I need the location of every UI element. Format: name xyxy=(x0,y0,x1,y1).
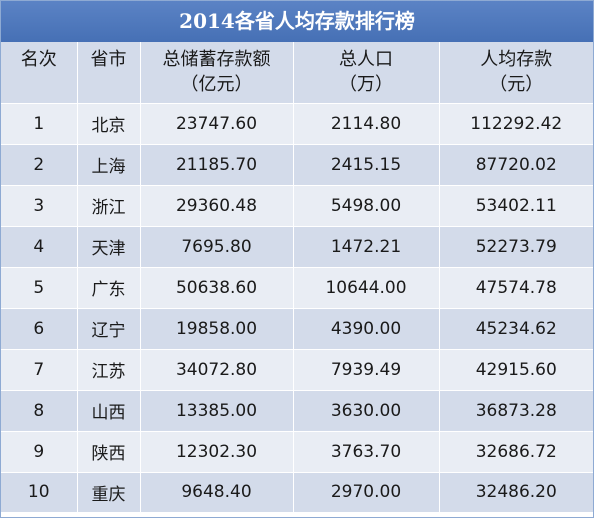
cell-rank: 4 xyxy=(1,225,78,267)
cell-per-capita: 87720.02 xyxy=(439,143,593,185)
header-per-capita-unit: （元） xyxy=(489,74,544,95)
cell-rank: 6 xyxy=(1,307,78,349)
header-rank-label: 名次 xyxy=(20,49,57,70)
cell-region: 辽宁 xyxy=(77,307,141,349)
cell-total-deposits: 9648.40 xyxy=(140,471,294,512)
header-total-deposits: 总储蓄存款额 （亿元） xyxy=(140,42,294,103)
ranking-table: 名次 省市 总储蓄存款额 （亿元） 总人口 （万） 人均存款 （元） 1 北 xyxy=(1,42,593,512)
cell-per-capita: 42915.60 xyxy=(439,348,593,390)
cell-region: 北京 xyxy=(77,102,141,144)
cell-region: 广东 xyxy=(77,266,141,308)
table-title: 2014各省人均存款排行榜 xyxy=(1,1,593,42)
cell-total-deposits: 7695.80 xyxy=(140,225,294,267)
cell-region: 浙江 xyxy=(77,184,141,226)
cell-population: 3763.70 xyxy=(293,430,440,472)
cell-population: 10644.00 xyxy=(293,266,440,308)
cell-population: 1472.21 xyxy=(293,225,440,267)
header-total-deposits-label: 总储蓄存款额 xyxy=(162,49,271,70)
cell-rank: 8 xyxy=(1,389,78,431)
header-per-capita: 人均存款 （元） xyxy=(439,42,593,103)
table-row: 6 辽宁 19858.00 4390.00 45234.62 xyxy=(1,307,593,349)
cell-per-capita: 47574.78 xyxy=(439,266,593,308)
cell-region: 陕西 xyxy=(77,430,141,472)
cell-population: 7939.49 xyxy=(293,348,440,390)
cell-rank: 1 xyxy=(1,102,78,144)
table-row: 1 北京 23747.60 2114.80 112292.42 xyxy=(1,102,593,144)
cell-total-deposits: 21185.70 xyxy=(140,143,294,185)
table-header: 名次 省市 总储蓄存款额 （亿元） 总人口 （万） 人均存款 （元） xyxy=(1,42,593,103)
header-population: 总人口 （万） xyxy=(293,42,440,103)
header-region: 省市 xyxy=(77,42,141,103)
cell-rank: 2 xyxy=(1,143,78,185)
cell-total-deposits: 34072.80 xyxy=(140,348,294,390)
table-row: 9 陕西 12302.30 3763.70 32686.72 xyxy=(1,430,593,472)
header-region-label: 省市 xyxy=(90,49,127,70)
cell-total-deposits: 23747.60 xyxy=(140,102,294,144)
cell-population: 3630.00 xyxy=(293,389,440,431)
cell-total-deposits: 29360.48 xyxy=(140,184,294,226)
header-total-deposits-unit: （亿元） xyxy=(180,74,253,95)
cell-region: 重庆 xyxy=(77,471,141,512)
cell-population: 2114.80 xyxy=(293,102,440,144)
cell-rank: 3 xyxy=(1,184,78,226)
cell-rank: 7 xyxy=(1,348,78,390)
table-body: 1 北京 23747.60 2114.80 112292.42 2 上海 211… xyxy=(1,102,593,512)
cell-rank: 10 xyxy=(1,471,78,512)
cell-population: 2970.00 xyxy=(293,471,440,512)
cell-region: 天津 xyxy=(77,225,141,267)
cell-per-capita: 32486.20 xyxy=(439,471,593,512)
cell-rank: 9 xyxy=(1,430,78,472)
header-row: 名次 省市 总储蓄存款额 （亿元） 总人口 （万） 人均存款 （元） xyxy=(1,42,593,103)
table-row: 5 广东 50638.60 10644.00 47574.78 xyxy=(1,266,593,308)
cell-region: 上海 xyxy=(77,143,141,185)
table-row: 7 江苏 34072.80 7939.49 42915.60 xyxy=(1,348,593,390)
table-row: 8 山西 13385.00 3630.00 36873.28 xyxy=(1,389,593,431)
table-row: 10 重庆 9648.40 2970.00 32486.20 xyxy=(1,471,593,512)
cell-population: 5498.00 xyxy=(293,184,440,226)
cell-region: 江苏 xyxy=(77,348,141,390)
cell-total-deposits: 12302.30 xyxy=(140,430,294,472)
cell-per-capita: 36873.28 xyxy=(439,389,593,431)
cell-per-capita: 45234.62 xyxy=(439,307,593,349)
cell-per-capita: 53402.11 xyxy=(439,184,593,226)
header-population-label: 总人口 xyxy=(339,49,393,70)
cell-total-deposits: 19858.00 xyxy=(140,307,294,349)
cell-rank: 5 xyxy=(1,266,78,308)
table-row: 3 浙江 29360.48 5498.00 53402.11 xyxy=(1,184,593,226)
cell-total-deposits: 13385.00 xyxy=(140,389,294,431)
header-rank: 名次 xyxy=(1,42,78,103)
cell-population: 2415.15 xyxy=(293,143,440,185)
table-row: 4 天津 7695.80 1472.21 52273.79 xyxy=(1,225,593,267)
cell-region: 山西 xyxy=(77,389,141,431)
cell-per-capita: 52273.79 xyxy=(439,225,593,267)
cell-per-capita: 32686.72 xyxy=(439,430,593,472)
header-per-capita-label: 人均存款 xyxy=(480,49,553,70)
table-row: 2 上海 21185.70 2415.15 87720.02 xyxy=(1,143,593,185)
header-population-unit: （万） xyxy=(339,74,393,95)
cell-population: 4390.00 xyxy=(293,307,440,349)
cell-per-capita: 112292.42 xyxy=(439,102,593,144)
cell-total-deposits: 50638.60 xyxy=(140,266,294,308)
